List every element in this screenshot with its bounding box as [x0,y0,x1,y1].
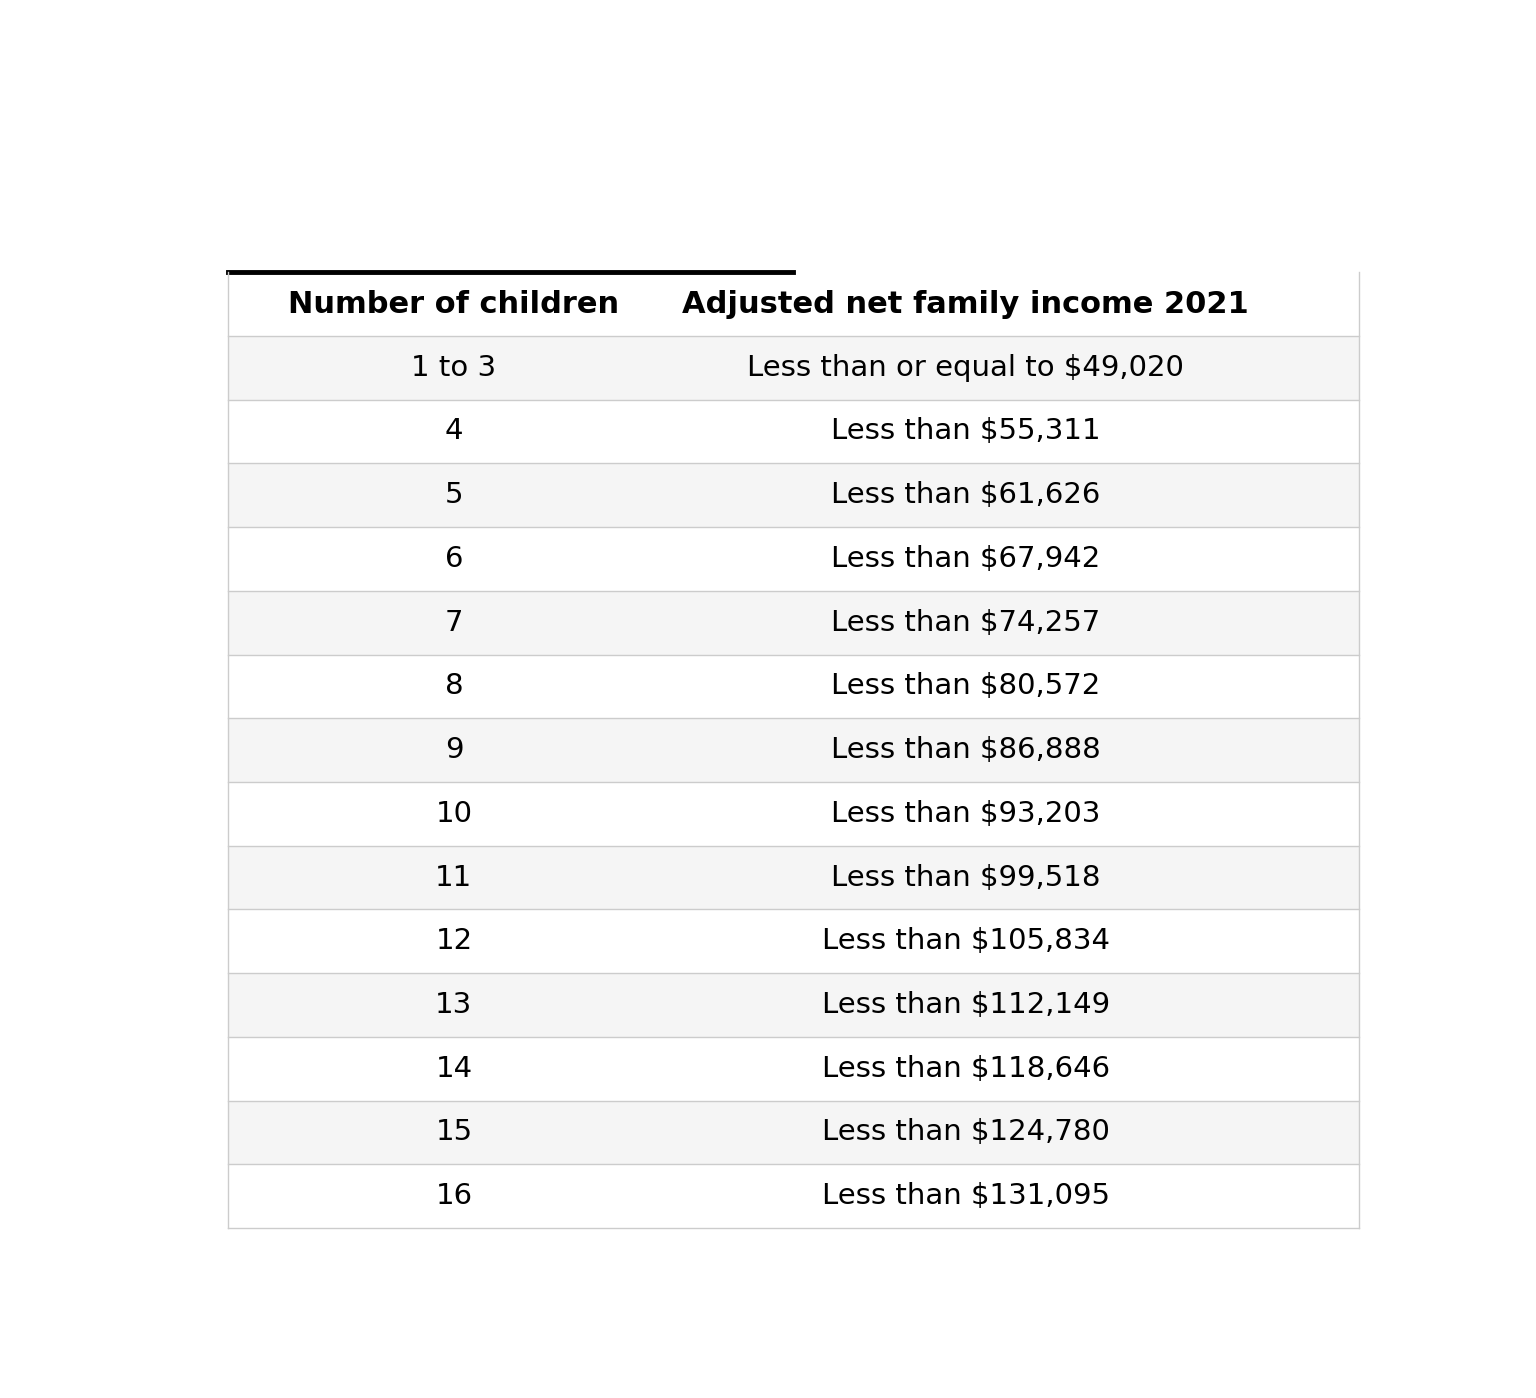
Bar [227,527,1359,591]
Text: Less than $131,095: Less than $131,095 [822,1183,1111,1211]
Bar [227,336,1359,400]
Text: Less than $118,646: Less than $118,646 [822,1054,1111,1083]
Bar [227,591,1359,654]
Text: 4: 4 [444,418,464,446]
Text: 6: 6 [444,545,464,573]
Bar [227,973,1359,1037]
Text: Less than $61,626: Less than $61,626 [831,481,1100,509]
Bar [227,910,1359,973]
Text: 12: 12 [435,927,473,955]
Bar [227,781,1359,846]
Text: 11: 11 [435,864,473,892]
Bar [227,1100,1359,1165]
Bar [227,1165,1359,1227]
Text: Less than $74,257: Less than $74,257 [831,608,1100,636]
Text: Less than $86,888: Less than $86,888 [831,737,1101,765]
Text: Less than $80,572: Less than $80,572 [831,672,1100,700]
Bar [227,846,1359,910]
Text: Less than $112,149: Less than $112,149 [822,991,1111,1019]
Text: Less than $67,942: Less than $67,942 [831,545,1100,573]
Bar [227,400,1359,463]
Text: 8: 8 [444,672,464,700]
Text: 10: 10 [435,800,473,828]
Text: Less than $99,518: Less than $99,518 [831,864,1100,892]
Text: Less than or equal to $49,020: Less than or equal to $49,020 [748,354,1184,382]
Text: 9: 9 [444,737,464,765]
Text: Less than $93,203: Less than $93,203 [831,800,1100,828]
Bar [227,1037,1359,1100]
Text: 13: 13 [435,991,473,1019]
Text: Adjusted net family income 2021: Adjusted net family income 2021 [682,289,1249,319]
Bar [227,654,1359,719]
Text: Number of children: Number of children [289,289,619,319]
Text: Less than $55,311: Less than $55,311 [831,418,1101,446]
Text: 16: 16 [435,1183,473,1211]
Text: 5: 5 [444,481,464,509]
Text: 1 to 3: 1 to 3 [412,354,496,382]
Text: 15: 15 [435,1118,473,1146]
Text: 14: 14 [435,1054,473,1083]
Text: Less than $105,834: Less than $105,834 [822,927,1111,955]
Bar [227,719,1359,781]
Bar [227,463,1359,527]
Text: 7: 7 [444,608,464,636]
Text: Less than $124,780: Less than $124,780 [822,1118,1109,1146]
